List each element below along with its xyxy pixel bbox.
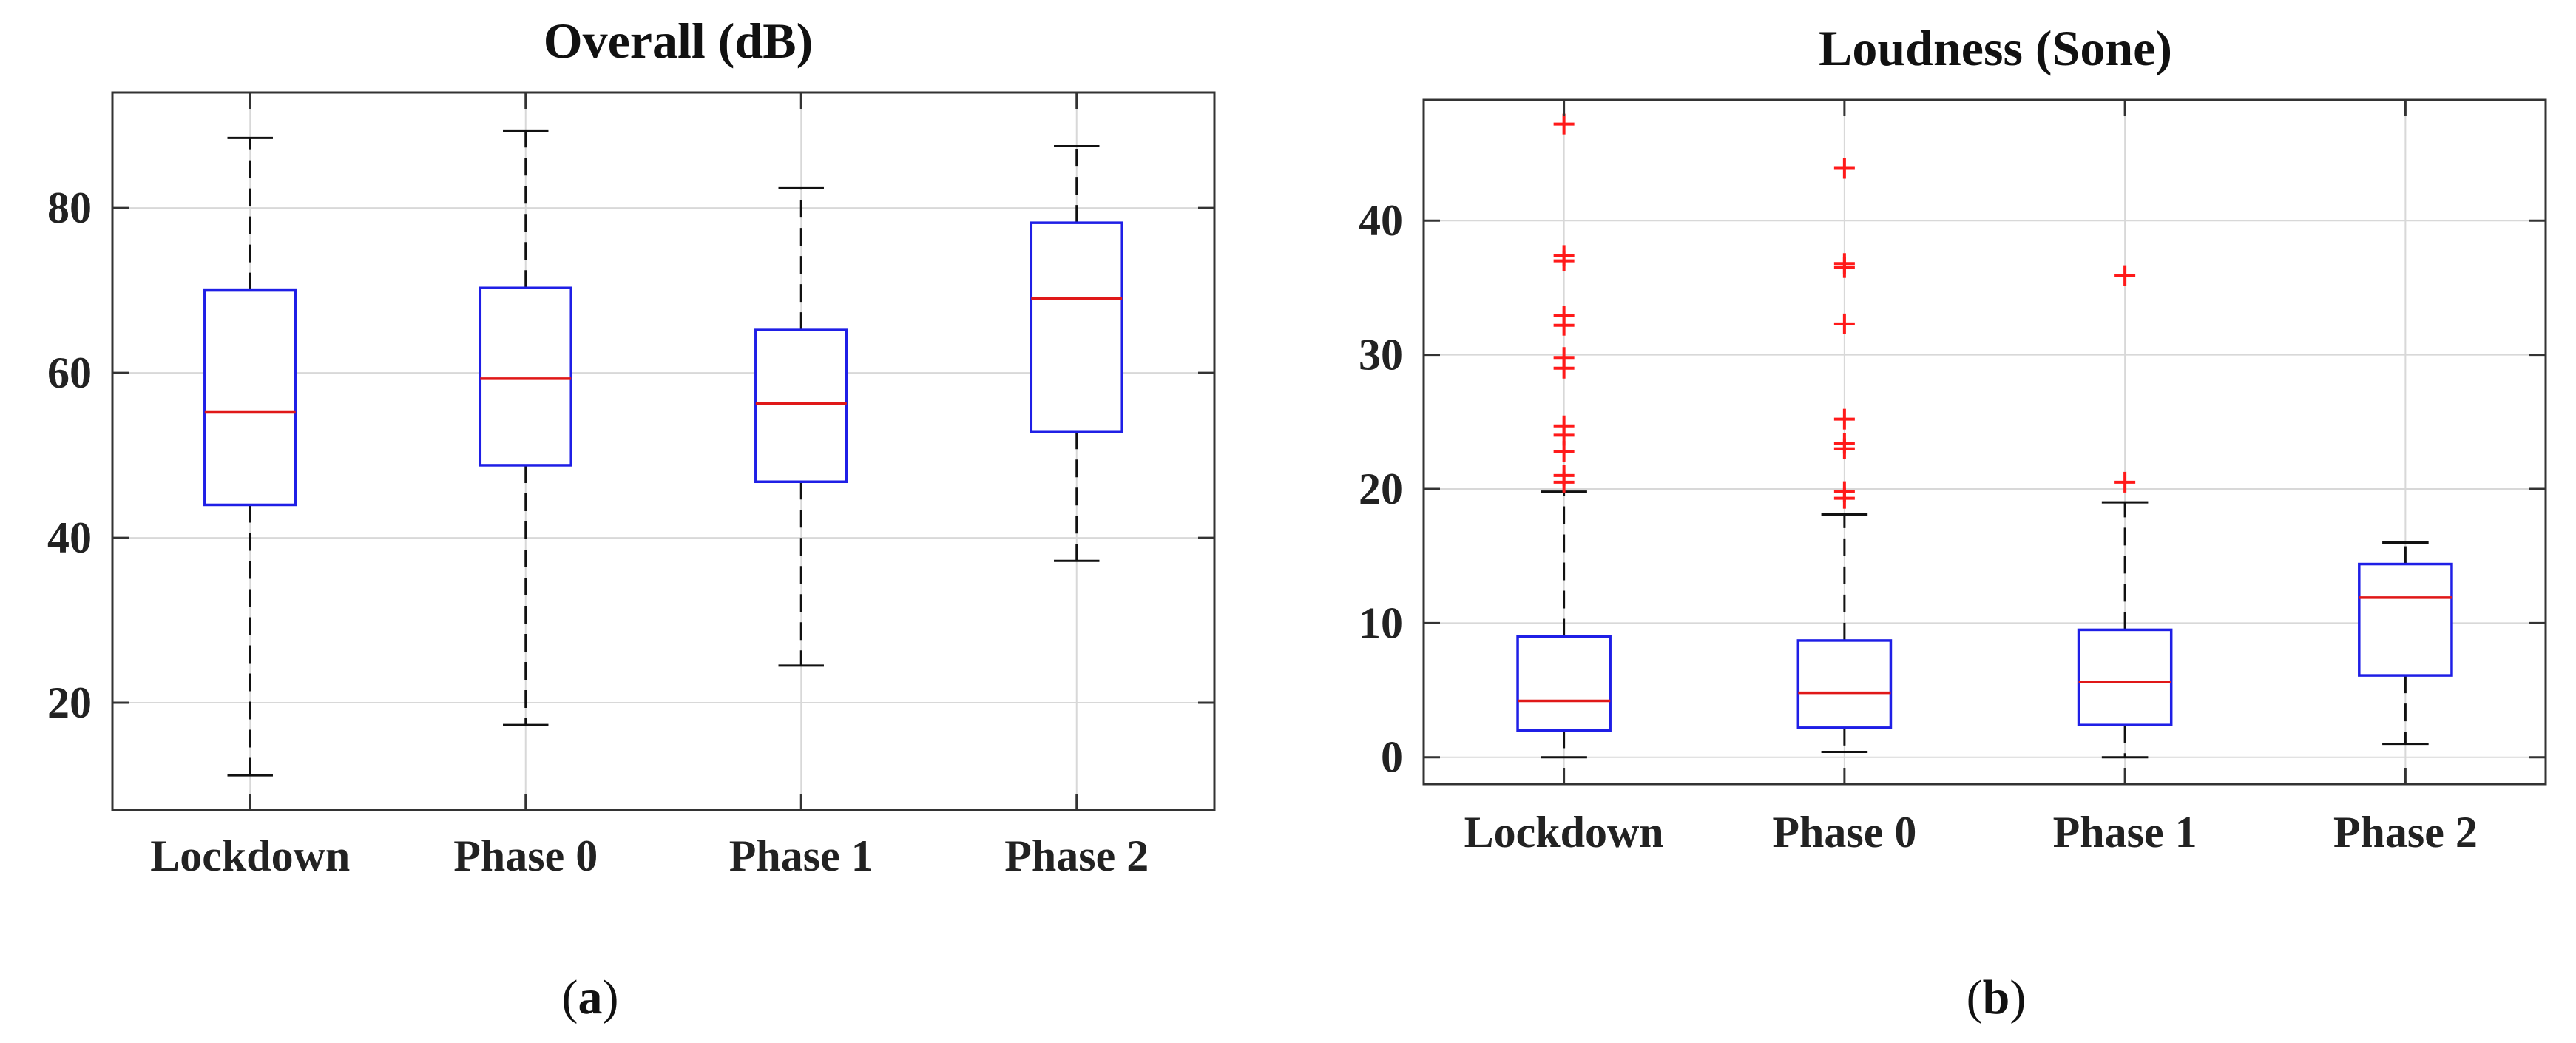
outlier-marker	[1553, 347, 1575, 368]
x-tick-label: Phase 1	[2053, 808, 2197, 857]
iqr-box	[1516, 635, 1612, 732]
box-phase-0	[479, 129, 572, 726]
outlier-marker	[1833, 433, 1855, 454]
chart-b-ticks	[1424, 100, 2546, 784]
chart-b-axes-frame	[1422, 98, 2547, 786]
box-phase-1	[2077, 265, 2173, 759]
outlier-marker	[2114, 265, 2136, 286]
iqr-box	[2077, 628, 2173, 726]
chart-a-boxes	[203, 129, 1123, 777]
chart-b-tick-labels: 0 10 20 30 40 Lockdown Phase 0 Phase 1 Phase 2	[1359, 196, 2478, 857]
outlier-marker	[1553, 245, 1575, 266]
y-tick-label: 80	[47, 183, 92, 232]
y-tick-label: 40	[1359, 196, 1403, 245]
box-phase-2	[1030, 144, 1123, 562]
box-phase-2	[2358, 541, 2453, 746]
chart-overall: Overall (dB) 20 40 60 80 Lockdown Phase 0 Phas…	[47, 13, 1216, 880]
chart-loudness: Loudness (Sone) 0 10 20 30 40 Lockdown Phase 0…	[1359, 20, 2547, 857]
chart-a-title: Overall (dB)	[544, 13, 814, 69]
caption-b: (b)	[1967, 971, 2026, 1025]
x-tick-label: Phase 0	[453, 831, 598, 880]
box-lockdown	[203, 136, 297, 777]
iqr-box	[754, 328, 848, 484]
iqr-box	[479, 286, 572, 467]
chart-a-tick-labels: 20 40 60 80 Lockdown Phase 0 Phase 1 Phase 2	[47, 183, 1149, 880]
x-tick-label: Lockdown	[1464, 808, 1664, 857]
y-tick-label: 60	[47, 348, 92, 397]
outlier-marker	[1833, 253, 1855, 274]
outlier-marker	[1553, 415, 1575, 436]
iqr-box	[2358, 562, 2453, 677]
x-tick-label: Lockdown	[150, 831, 350, 880]
iqr-box	[1796, 639, 1893, 729]
x-tick-label: Phase 2	[2333, 808, 2478, 857]
x-tick-label: Phase 1	[729, 831, 873, 880]
chart-a-axes-frame	[111, 91, 1216, 811]
y-tick-label: 0	[1381, 733, 1403, 782]
y-tick-label: 20	[1359, 465, 1403, 513]
chart-b-title: Loudness (Sone)	[1819, 20, 2172, 76]
chart-b-boxes	[1516, 113, 2453, 759]
iqr-box	[203, 288, 297, 507]
outlier-marker	[1833, 158, 1855, 179]
y-tick-label: 40	[47, 513, 92, 562]
y-tick-label: 30	[1359, 331, 1403, 379]
box-phase-0	[1796, 158, 1893, 753]
outlier-marker	[1833, 408, 1855, 430]
outlier-marker	[1553, 113, 1575, 135]
box-phase-1	[754, 186, 848, 667]
chart-a-ticks	[112, 92, 1214, 810]
y-tick-label: 20	[47, 678, 92, 727]
x-tick-label: Phase 2	[1004, 831, 1149, 880]
outlier-marker	[2114, 471, 2136, 493]
caption-a: (a)	[562, 971, 619, 1025]
outlier-marker	[1553, 465, 1575, 486]
outlier-marker	[1833, 313, 1855, 334]
outlier-marker	[1833, 481, 1855, 502]
y-tick-label: 10	[1359, 598, 1403, 647]
x-tick-label: Phase 0	[1772, 808, 1916, 857]
box-lockdown	[1516, 113, 1612, 759]
outlier-marker	[1553, 306, 1575, 327]
iqr-box	[1030, 221, 1123, 433]
